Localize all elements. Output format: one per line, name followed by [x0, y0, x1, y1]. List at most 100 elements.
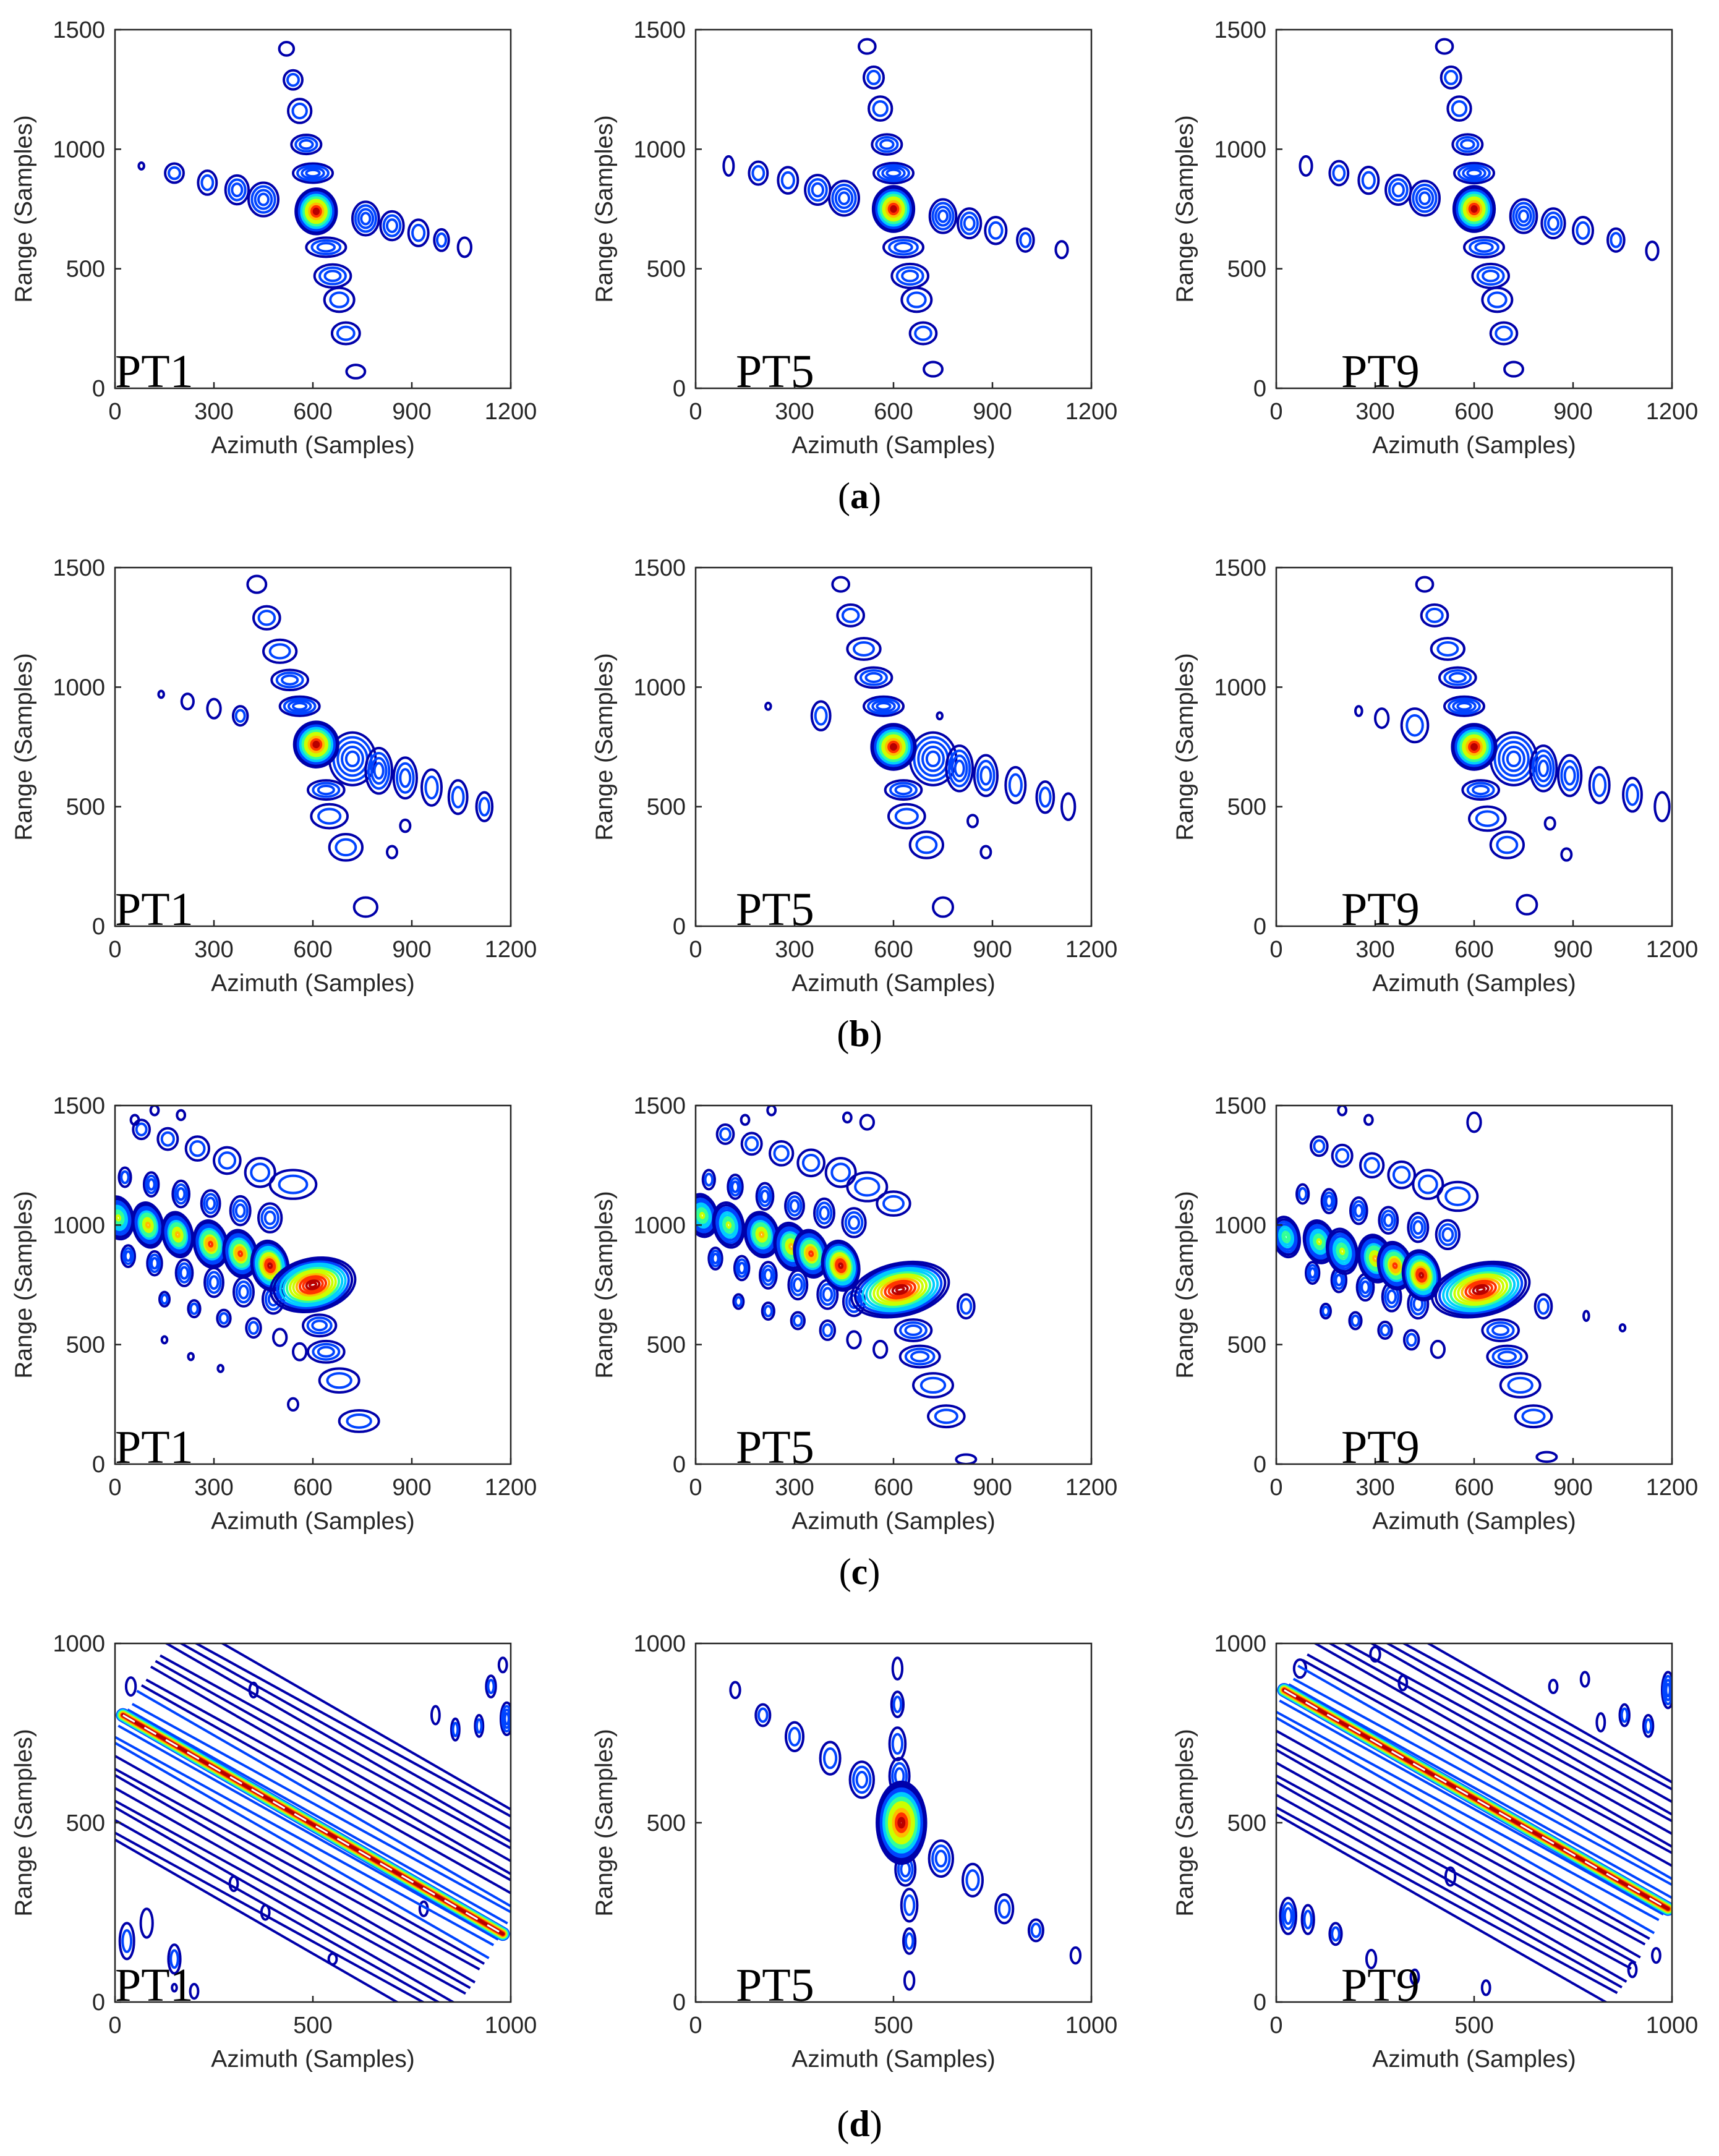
- band-core-contour: [1282, 1688, 1670, 1911]
- sidelobe-contour: [871, 699, 896, 713]
- point-target-label: PT9: [1341, 346, 1420, 398]
- peak-contour: [891, 744, 896, 750]
- mainlobe-contour: [1283, 1233, 1289, 1241]
- sidelobe-contour: [386, 845, 398, 859]
- sidelobe-contour: [124, 1250, 132, 1263]
- sidelobe-contour: [707, 1246, 723, 1271]
- sidelobe-contour: [382, 214, 402, 237]
- band-sidelobe-contour: [1276, 1793, 1623, 1988]
- caption-letter: c: [851, 1551, 868, 1592]
- sidelobe-contour: [754, 1703, 772, 1728]
- sidelobe-contour: [900, 1888, 919, 1923]
- x-tick-label: 0: [689, 1475, 702, 1501]
- x-tick-label: 1200: [485, 1475, 537, 1501]
- band-sidelobe-contour: [164, 1643, 511, 1843]
- sidelobe-contour: [1444, 1187, 1471, 1206]
- point-target-label: PT9: [1341, 884, 1420, 935]
- sidelobe-contour: [1425, 607, 1444, 623]
- peak-contour: [885, 1796, 918, 1849]
- sidelobe-contour: [1369, 1645, 1381, 1663]
- sidelobe-contour: [268, 1169, 318, 1200]
- sidelobe-contour: [1417, 1174, 1438, 1195]
- mainlobe-contour: [1461, 1277, 1501, 1302]
- mainlobe-contour: [295, 1273, 331, 1297]
- sidelobe-contour: [709, 1250, 722, 1268]
- sidelobe-contour: [822, 1287, 834, 1302]
- mainlobe-contour: [134, 1206, 162, 1245]
- sidelobe-contour: [855, 1770, 869, 1789]
- sidelobe-contour: [984, 216, 1008, 245]
- x-tick-label: 900: [1553, 937, 1592, 963]
- mainlobe-contour: [825, 1245, 856, 1286]
- sidelobe-contour: [1027, 1918, 1044, 1943]
- sidelobe-contour: [963, 215, 976, 231]
- sidelobe-contour: [801, 1154, 821, 1172]
- sidelobe-contour: [1300, 1904, 1315, 1935]
- sidelobe-contour: [1415, 187, 1435, 210]
- band-sidelobe-contour: [1313, 1643, 1672, 1849]
- sidelobe-contour: [252, 605, 281, 631]
- mainlobe-contour: [1401, 1249, 1441, 1302]
- sidelobe-contour: [819, 1282, 836, 1306]
- band-sidelobe-contour: [1385, 1643, 1672, 1804]
- x-axis-label: Azimuth (Samples): [1372, 432, 1576, 459]
- sidelobe-contour: [326, 1372, 352, 1389]
- sidelobe-contour: [1281, 1902, 1295, 1930]
- y-axis-label: Range (Samples): [11, 1729, 37, 1916]
- sidelobe-contour: [734, 1296, 743, 1308]
- sidelobe-contour: [373, 762, 385, 780]
- sidelobe-contour: [132, 1118, 151, 1141]
- contour-area: [696, 1106, 978, 1464]
- sidelobe-contour: [1482, 269, 1500, 283]
- mainlobe-contour: [285, 1266, 341, 1303]
- mainlobe-contour: [723, 1219, 733, 1232]
- sidelobe-contour: [474, 1714, 485, 1738]
- mainlobe-contour: [861, 1267, 939, 1313]
- sidelobe-contour: [317, 784, 335, 796]
- sidelobe-contour: [1008, 773, 1023, 798]
- mainlobe-contour: [835, 1258, 847, 1274]
- sidelobe-contour: [168, 166, 181, 181]
- sidelobe-contour: [715, 1123, 735, 1145]
- peak-contour: [884, 1794, 919, 1852]
- mainlobe-contour: [1415, 1268, 1428, 1283]
- sidelobe-contour: [290, 134, 323, 156]
- mainlobe-contour: [208, 1240, 214, 1248]
- sidelobe-contour: [828, 179, 860, 217]
- sidelobe-contour: [1560, 847, 1573, 862]
- band-sidelobe-contour: [117, 1724, 499, 1941]
- mainlobe-contour: [1337, 1245, 1347, 1258]
- x-tick-label: 0: [108, 2013, 121, 2039]
- sidelobe-contour: [1486, 1321, 1515, 1339]
- sidelobe-contour: [1503, 360, 1524, 378]
- band-sidelobe-contour: [1276, 1748, 1641, 1959]
- mainlobe-contour: [161, 1211, 195, 1259]
- sidelobe-contour: [846, 637, 882, 661]
- sidelobe-contour: [960, 211, 979, 236]
- y-tick-label: 0: [92, 376, 105, 402]
- sidelobe-contour: [179, 1266, 189, 1280]
- mainlobe-contour: [237, 1250, 244, 1258]
- y-tick-label: 500: [66, 257, 105, 283]
- mainlobe-contour: [1407, 1257, 1435, 1293]
- band-sidelobe-contour: [1292, 1677, 1672, 1886]
- sidelobe-contour: [305, 168, 321, 178]
- sidelobe-contour: [1507, 1376, 1533, 1394]
- mainlobe-contour: [799, 1237, 824, 1271]
- sidelobe-contour: [187, 1299, 202, 1319]
- mainlobe-contour: [142, 1217, 154, 1234]
- mainlobe-contour: [1332, 1237, 1352, 1266]
- sidelobe-contour: [1334, 1273, 1344, 1287]
- peak-contour: [879, 1787, 923, 1859]
- sidelobe-contour: [1481, 1318, 1521, 1342]
- sidelobe-contour: [1642, 1714, 1655, 1738]
- sidelobe-contour: [1476, 266, 1505, 286]
- sidelobe-contour: [229, 1195, 252, 1227]
- y-tick-label: 1000: [633, 1212, 686, 1238]
- mainlobe-contour: [1276, 1218, 1300, 1256]
- sidelobe-contour: [1335, 1148, 1350, 1164]
- sidelobe-contour: [1436, 1180, 1479, 1212]
- x-tick-label: 0: [689, 2013, 702, 2039]
- mainlobe-contour: [234, 1246, 247, 1262]
- sidelobe-contour: [1515, 205, 1532, 227]
